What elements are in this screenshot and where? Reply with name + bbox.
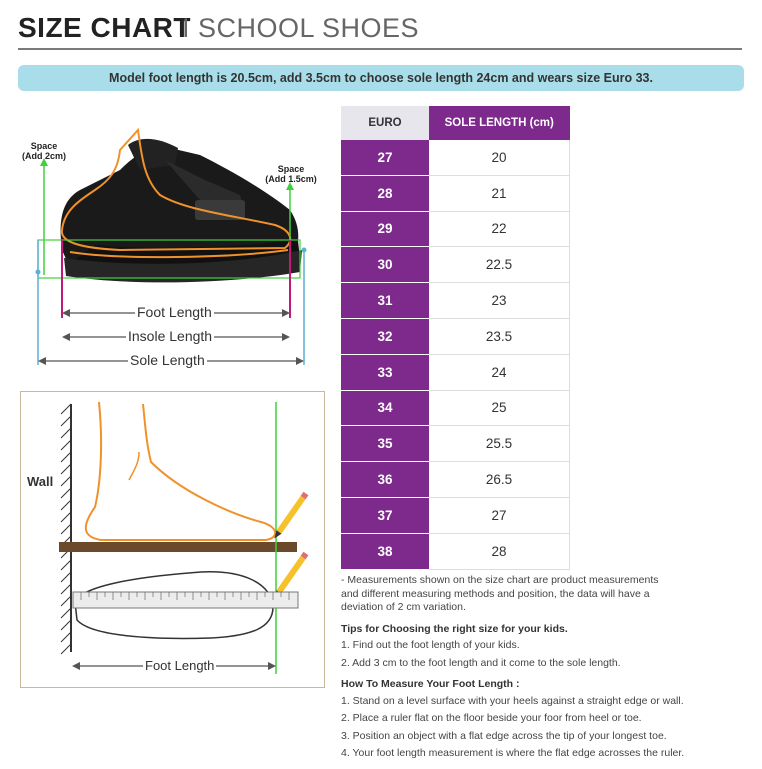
space-right-value: (Add 1.5cm) — [265, 174, 317, 184]
space-left-label: Space (Add 2cm) — [14, 141, 74, 161]
sole-length-value: 20 — [429, 140, 570, 176]
list-item: 2. Add 3 cm to the foot length and it co… — [341, 656, 621, 669]
notes-section: - Measurements shown on the size chart a… — [341, 574, 751, 769]
page-header: SIZE CHART I SCHOOL SHOES — [18, 12, 742, 50]
shoe-illustration — [35, 127, 307, 365]
tips-list: 1. Find out the foot length of your kids… — [341, 639, 751, 670]
sole-length-label: Sole Length — [128, 352, 207, 368]
page-subtitle: I SCHOOL SHOES — [182, 13, 420, 43]
euro-size: 28 — [341, 175, 429, 212]
table-row: 33 24 — [341, 354, 570, 391]
sole-length-value: 23.5 — [429, 318, 570, 355]
wall-label: Wall — [27, 474, 54, 489]
size-table: EURO SOLE LENGTH (cm) 27 20 28 21 29 22 30 2… — [341, 106, 570, 570]
list-item: 1. Find out the foot length of your kids… — [341, 639, 520, 651]
euro-size: 31 — [341, 282, 429, 319]
sole-length-value: 24 — [429, 354, 570, 391]
page-title: SIZE CHART — [18, 12, 191, 43]
space-right-label: Space (Add 1.5cm) — [258, 164, 324, 184]
measure-foot-length-label: Foot Length — [143, 658, 217, 673]
sole-length-value: 22 — [429, 211, 570, 248]
sole-length-value: 22.5 — [429, 246, 570, 284]
table-row: 29 22 — [341, 211, 570, 248]
sole-length-value: 25.5 — [429, 425, 570, 463]
euro-size: 36 — [341, 461, 429, 498]
insole-length-label: Insole Length — [126, 328, 215, 344]
list-item: 3. Position an object with a flat edge a… — [341, 729, 667, 742]
euro-size: 37 — [341, 497, 429, 534]
euro-size: 29 — [341, 211, 429, 248]
table-row: 34 25 — [341, 390, 570, 427]
sole-length-value: 28 — [429, 533, 570, 570]
table-row: 30 22.5 — [341, 246, 570, 284]
table-row: 28 21 — [341, 175, 570, 212]
model-info-banner: Model foot length is 20.5cm, add 3.5cm t… — [18, 65, 744, 91]
list-item: 1. Stand on a level surface with your he… — [341, 694, 684, 707]
measurement-disclaimer: - Measurements shown on the size chart a… — [341, 574, 659, 613]
foot-length-label: Foot Length — [135, 304, 214, 320]
euro-size: 34 — [341, 390, 429, 427]
euro-size: 27 — [341, 140, 429, 176]
sole-length-value: 27 — [429, 497, 570, 534]
space-right-title: Space — [277, 164, 305, 174]
sole-length-value: 26.5 — [429, 461, 570, 498]
table-row: 27 20 — [341, 140, 570, 176]
euro-size: 30 — [341, 246, 429, 284]
shoe-measurement-diagram: Space (Add 2cm) Space (Add 1.5cm) Foot L… — [0, 100, 330, 380]
table-row: 32 23.5 — [341, 318, 570, 355]
table-row: 36 26.5 — [341, 461, 570, 498]
euro-header: EURO — [341, 106, 429, 140]
tips-heading: Tips for Choosing the right size for you… — [341, 622, 568, 635]
size-table-header: EURO SOLE LENGTH (cm) — [341, 106, 570, 140]
euro-size: 32 — [341, 318, 429, 355]
sole-length-value: 25 — [429, 390, 570, 427]
howto-list: 1. Stand on a level surface with your he… — [341, 695, 751, 761]
table-row: 31 23 — [341, 282, 570, 319]
sole-length-value: 23 — [429, 282, 570, 319]
sole-length-header: SOLE LENGTH (cm) — [429, 106, 570, 140]
table-row: 38 28 — [341, 533, 570, 570]
euro-size: 35 — [341, 425, 429, 463]
howto-heading: How To Measure Your Foot Length : — [341, 678, 520, 690]
space-left-title: Space — [30, 141, 58, 151]
measuring-illustration — [59, 401, 309, 674]
table-row: 35 25.5 — [341, 425, 570, 463]
sole-length-value: 21 — [429, 175, 570, 212]
list-item: 4. Your foot length measurement is where… — [341, 747, 685, 759]
euro-size: 33 — [341, 354, 429, 391]
foot-measuring-diagram: Wall Foot Length — [20, 391, 325, 688]
table-row: 37 27 — [341, 497, 570, 534]
euro-size: 38 — [341, 533, 429, 570]
space-left-value: (Add 2cm) — [21, 151, 66, 161]
list-item: 2. Place a ruler flat on the floor besid… — [341, 712, 642, 724]
